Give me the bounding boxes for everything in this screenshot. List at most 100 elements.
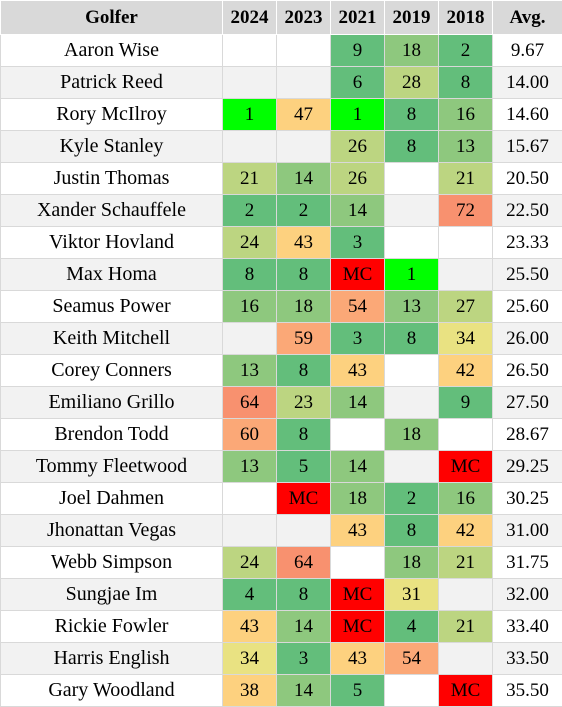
- average-cell: 35.50: [493, 675, 562, 707]
- header-year-2018[interactable]: 2018: [439, 1, 493, 35]
- golfer-name-cell: Aaron Wise: [1, 35, 223, 67]
- finish-cell-2024: 13: [223, 451, 277, 483]
- finish-cell-2024: [223, 67, 277, 99]
- average-cell: 26.50: [493, 355, 562, 387]
- finish-cell-2024: 34: [223, 643, 277, 675]
- finish-cell-2019: 54: [385, 643, 439, 675]
- finish-cell-2021: 14: [331, 451, 385, 483]
- finish-cell-2019: 1: [385, 259, 439, 291]
- finish-cell-2023: 43: [277, 227, 331, 259]
- finish-cell-2023: 23: [277, 387, 331, 419]
- finish-cell-2023: [277, 131, 331, 163]
- finish-cell-2023: 3: [277, 643, 331, 675]
- header-golfer[interactable]: Golfer: [1, 1, 223, 35]
- finish-cell-2021: [331, 419, 385, 451]
- finish-cell-2024: [223, 483, 277, 515]
- finish-cell-2024: 1: [223, 99, 277, 131]
- finish-cell-2018: [439, 643, 493, 675]
- finish-cell-2018: 2: [439, 35, 493, 67]
- golfer-name-cell: Harris English: [1, 643, 223, 675]
- average-cell: 31.75: [493, 547, 562, 579]
- finish-cell-2021: 1: [331, 99, 385, 131]
- golfer-name-cell: Emiliano Grillo: [1, 387, 223, 419]
- finish-cell-2019: 31: [385, 579, 439, 611]
- finish-cell-2024: 24: [223, 227, 277, 259]
- finish-cell-2018: 72: [439, 195, 493, 227]
- golfer-name-cell: Max Homa: [1, 259, 223, 291]
- average-cell: 30.25: [493, 483, 562, 515]
- finish-cell-2018: MC: [439, 675, 493, 707]
- finish-cell-2019: 8: [385, 323, 439, 355]
- finish-cell-2021: 43: [331, 355, 385, 387]
- finish-cell-2021: 5: [331, 675, 385, 707]
- header-year-2024[interactable]: 2024: [223, 1, 277, 35]
- golfer-name-cell: Seamus Power: [1, 291, 223, 323]
- finish-cell-2018: 42: [439, 355, 493, 387]
- finish-cell-2018: 21: [439, 611, 493, 643]
- finish-cell-2018: [439, 227, 493, 259]
- finish-cell-2024: 16: [223, 291, 277, 323]
- header-year-2023[interactable]: 2023: [277, 1, 331, 35]
- finish-cell-2019: 18: [385, 35, 439, 67]
- finish-cell-2024: [223, 35, 277, 67]
- finish-cell-2024: [223, 323, 277, 355]
- average-cell: 20.50: [493, 163, 562, 195]
- golfer-name-cell: Justin Thomas: [1, 163, 223, 195]
- average-cell: 29.25: [493, 451, 562, 483]
- finish-cell-2018: 13: [439, 131, 493, 163]
- finish-cell-2018: 9: [439, 387, 493, 419]
- finish-cell-2021: MC: [331, 259, 385, 291]
- finish-cell-2023: 5: [277, 451, 331, 483]
- finish-cell-2018: [439, 419, 493, 451]
- finish-cell-2018: 16: [439, 99, 493, 131]
- finish-cell-2021: 54: [331, 291, 385, 323]
- finish-cell-2018: [439, 579, 493, 611]
- finish-cell-2024: 8: [223, 259, 277, 291]
- finish-cell-2019: 18: [385, 547, 439, 579]
- finish-cell-2023: MC: [277, 483, 331, 515]
- finish-cell-2018: 21: [439, 163, 493, 195]
- average-cell: 23.33: [493, 227, 562, 259]
- finish-cell-2024: 43: [223, 611, 277, 643]
- header-avg[interactable]: Avg.: [493, 1, 562, 35]
- golfer-name-cell: Corey Conners: [1, 355, 223, 387]
- finish-cell-2023: 59: [277, 323, 331, 355]
- golfer-name-cell: Rory McIlroy: [1, 99, 223, 131]
- average-cell: 14.00: [493, 67, 562, 99]
- finish-cell-2019: 2: [385, 483, 439, 515]
- finish-cell-2021: 43: [331, 643, 385, 675]
- finish-cell-2019: 8: [385, 99, 439, 131]
- finish-cell-2023: 8: [277, 355, 331, 387]
- finish-cell-2019: [385, 387, 439, 419]
- header-year-2021[interactable]: 2021: [331, 1, 385, 35]
- finish-cell-2023: 14: [277, 163, 331, 195]
- finish-cell-2021: 18: [331, 483, 385, 515]
- average-cell: 33.40: [493, 611, 562, 643]
- golfer-name-cell: Webb Simpson: [1, 547, 223, 579]
- finish-cell-2021: 14: [331, 387, 385, 419]
- finish-cell-2023: 8: [277, 579, 331, 611]
- finish-cell-2019: 28: [385, 67, 439, 99]
- golfer-name-cell: Keith Mitchell: [1, 323, 223, 355]
- finish-cell-2021: 26: [331, 163, 385, 195]
- finish-cell-2018: 27: [439, 291, 493, 323]
- golfer-name-cell: Gary Woodland: [1, 675, 223, 707]
- header-row: Golfer 2024 2023 2021 2019 2018 Avg.: [1, 1, 562, 35]
- average-cell: 28.67: [493, 419, 562, 451]
- header-year-2019[interactable]: 2019: [385, 1, 439, 35]
- finish-cell-2021: 9: [331, 35, 385, 67]
- finish-cell-2023: 64: [277, 547, 331, 579]
- finish-cell-2019: 8: [385, 515, 439, 547]
